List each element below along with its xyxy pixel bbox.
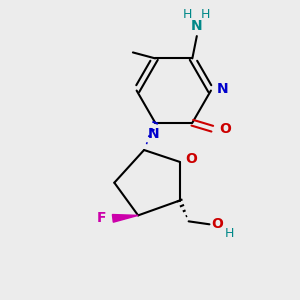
Polygon shape	[112, 214, 138, 222]
Text: H: H	[201, 8, 210, 21]
Text: F: F	[97, 212, 106, 225]
Text: H: H	[183, 8, 193, 21]
Text: H: H	[224, 227, 234, 240]
Text: O: O	[211, 217, 223, 231]
Text: O: O	[185, 152, 197, 166]
Text: O: O	[219, 122, 231, 136]
Text: N: N	[191, 19, 202, 32]
Text: N: N	[216, 82, 228, 96]
Text: N: N	[148, 127, 160, 141]
